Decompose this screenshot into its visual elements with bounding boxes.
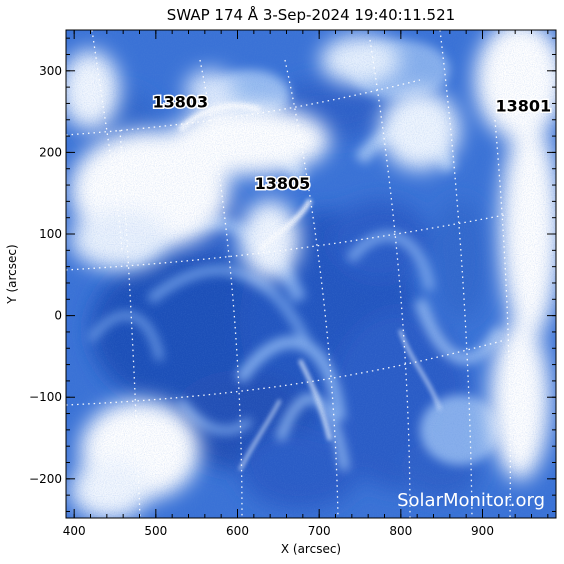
euv-image — [66, 30, 556, 518]
x-tick-label: 700 — [308, 524, 331, 538]
y-axis-label: Y (arcsec) — [5, 244, 19, 304]
x-tick-label: 900 — [471, 524, 494, 538]
figure-title: SWAP 174 Å 3-Sep-2024 19:40:11.521 — [167, 5, 455, 24]
y-tick-label: 0 — [54, 309, 62, 323]
y-tick-label: 100 — [39, 227, 62, 241]
x-axis-label: X (arcsec) — [281, 542, 341, 556]
active-region-label: 13805 — [255, 174, 311, 193]
longitude-line — [439, 30, 473, 518]
x-tick-label: 800 — [389, 524, 412, 538]
y-tick-label: −200 — [29, 472, 62, 486]
active-region-label: 13801 — [495, 97, 551, 116]
y-tick-label: −100 — [29, 390, 62, 404]
y-tick-label: 200 — [39, 145, 62, 159]
x-tick-label: 600 — [226, 524, 249, 538]
heliographic-grid — [66, 30, 511, 518]
y-tick-label: 300 — [39, 64, 62, 78]
longitude-line — [119, 129, 141, 518]
x-tick-label: 500 — [144, 524, 167, 538]
latitude-line — [66, 214, 506, 271]
x-tick-label: 400 — [63, 524, 86, 538]
longitude-line — [369, 39, 411, 518]
x-tick-labels: 400 500 600 700 800 900 — [63, 524, 494, 538]
axis-ticks — [66, 30, 556, 518]
solarmonitor-watermark: SolarMonitor.org — [397, 490, 545, 511]
plot-frame — [65, 29, 557, 519]
longitude-line — [284, 59, 339, 518]
y-tick-labels: −200 −100 0 100 200 300 — [29, 64, 62, 486]
active-region-label: 13803 — [152, 93, 208, 112]
active-region-labels: 13803 13805 13801 — [151, 91, 553, 195]
